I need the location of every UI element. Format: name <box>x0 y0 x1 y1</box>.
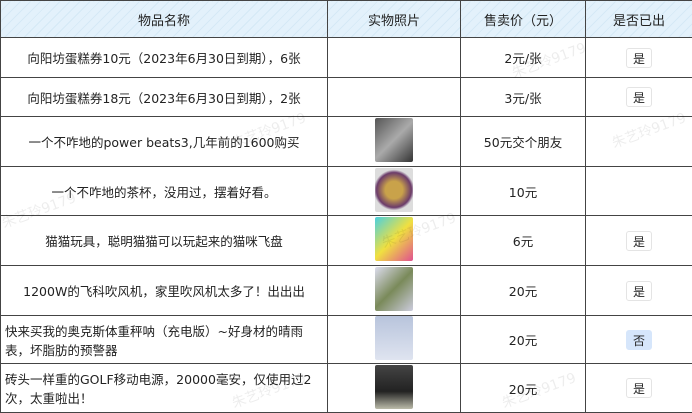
table-row: 快来买我的奥克斯体重秤呐（充电版）~好身材的晴雨表，坏脂肪的预警器 20元 否 <box>1 316 692 364</box>
item-name: 向阳坊蛋糕券10元（2023年6月30日到期），6张 <box>1 38 328 78</box>
item-name: 向阳坊蛋糕券18元（2023年6月30日到期），2张 <box>1 78 328 117</box>
item-name: 一个不咋地的茶杯，没用过，摆着好看。 <box>1 167 328 216</box>
item-price: 20元 <box>461 266 586 316</box>
teacup-photo[interactable] <box>375 168 413 212</box>
sold-status-badge[interactable]: 是 <box>626 281 652 301</box>
photo-cell <box>328 78 461 117</box>
item-name: 1200W的飞科吹风机，家里吹风机太多了！出出出 <box>1 266 328 316</box>
item-price: 2元/张 <box>461 38 586 78</box>
table-row: 一个不咋地的power beats3,几年前的1600购买 50元交个朋友 <box>1 117 692 167</box>
item-name: 快来买我的奥克斯体重秤呐（充电版）~好身材的晴雨表，坏脂肪的预警器 <box>1 316 328 364</box>
item-price: 3元/张 <box>461 78 586 117</box>
item-name: 猫猫玩具，聪明猫猫可以玩起来的猫咪飞盘 <box>1 216 328 266</box>
scale-photo[interactable] <box>375 316 413 360</box>
sold-cell: 是 <box>586 216 692 266</box>
photo-cell <box>328 167 461 216</box>
sold-cell: 否 <box>586 316 692 364</box>
header-price: 售卖价（元） <box>461 1 586 38</box>
photo-cell <box>328 38 461 78</box>
item-price: 20元 <box>461 364 586 413</box>
sold-cell: 是 <box>586 266 692 316</box>
item-price: 10元 <box>461 167 586 216</box>
sold-status-badge[interactable]: 是 <box>626 378 652 398</box>
hair-dryer-photo[interactable] <box>375 267 413 311</box>
item-price: 6元 <box>461 216 586 266</box>
table-row: 1200W的飞科吹风机，家里吹风机太多了！出出出 20元 是 <box>1 266 692 316</box>
photo-cell <box>328 364 461 413</box>
photo-cell <box>328 266 461 316</box>
table-row: 向阳坊蛋糕券18元（2023年6月30日到期），2张 3元/张 是 <box>1 78 692 117</box>
item-name: 一个不咋地的power beats3,几年前的1600购买 <box>1 117 328 167</box>
table-row: 向阳坊蛋糕券10元（2023年6月30日到期），6张 2元/张 是 <box>1 38 692 78</box>
sold-status-badge[interactable]: 是 <box>626 48 652 68</box>
table-row: 一个不咋地的茶杯，没用过，摆着好看。 10元 <box>1 167 692 216</box>
sold-status-badge[interactable]: 否 <box>626 330 652 350</box>
sold-cell <box>586 117 692 167</box>
sold-status-badge[interactable]: 是 <box>626 231 652 251</box>
table-row: 猫猫玩具，聪明猫猫可以玩起来的猫咪飞盘 6元 是 <box>1 216 692 266</box>
power-bank-photo[interactable] <box>375 365 413 409</box>
sold-cell <box>586 167 692 216</box>
sold-cell: 是 <box>586 364 692 413</box>
header-name: 物品名称 <box>1 1 328 38</box>
sold-cell: 是 <box>586 38 692 78</box>
cat-toy-photo[interactable] <box>375 217 413 261</box>
header-row: 物品名称 实物照片 售卖价（元） 是否已出 <box>1 1 692 38</box>
sold-status-badge[interactable]: 是 <box>626 87 652 107</box>
item-name: 砖头一样重的GOLF移动电源，20000毫安，仅使用过2次，太重啦出！ <box>1 364 328 413</box>
header-sold: 是否已出 <box>586 1 692 38</box>
table-row: 砖头一样重的GOLF移动电源，20000毫安，仅使用过2次，太重啦出！ 20元 … <box>1 364 692 413</box>
sold-cell: 是 <box>586 78 692 117</box>
photo-cell <box>328 316 461 364</box>
photo-cell <box>328 216 461 266</box>
item-price: 20元 <box>461 316 586 364</box>
photo-cell <box>328 117 461 167</box>
header-photo: 实物照片 <box>328 1 461 38</box>
headphones-photo[interactable] <box>375 118 413 162</box>
item-price: 50元交个朋友 <box>461 117 586 167</box>
